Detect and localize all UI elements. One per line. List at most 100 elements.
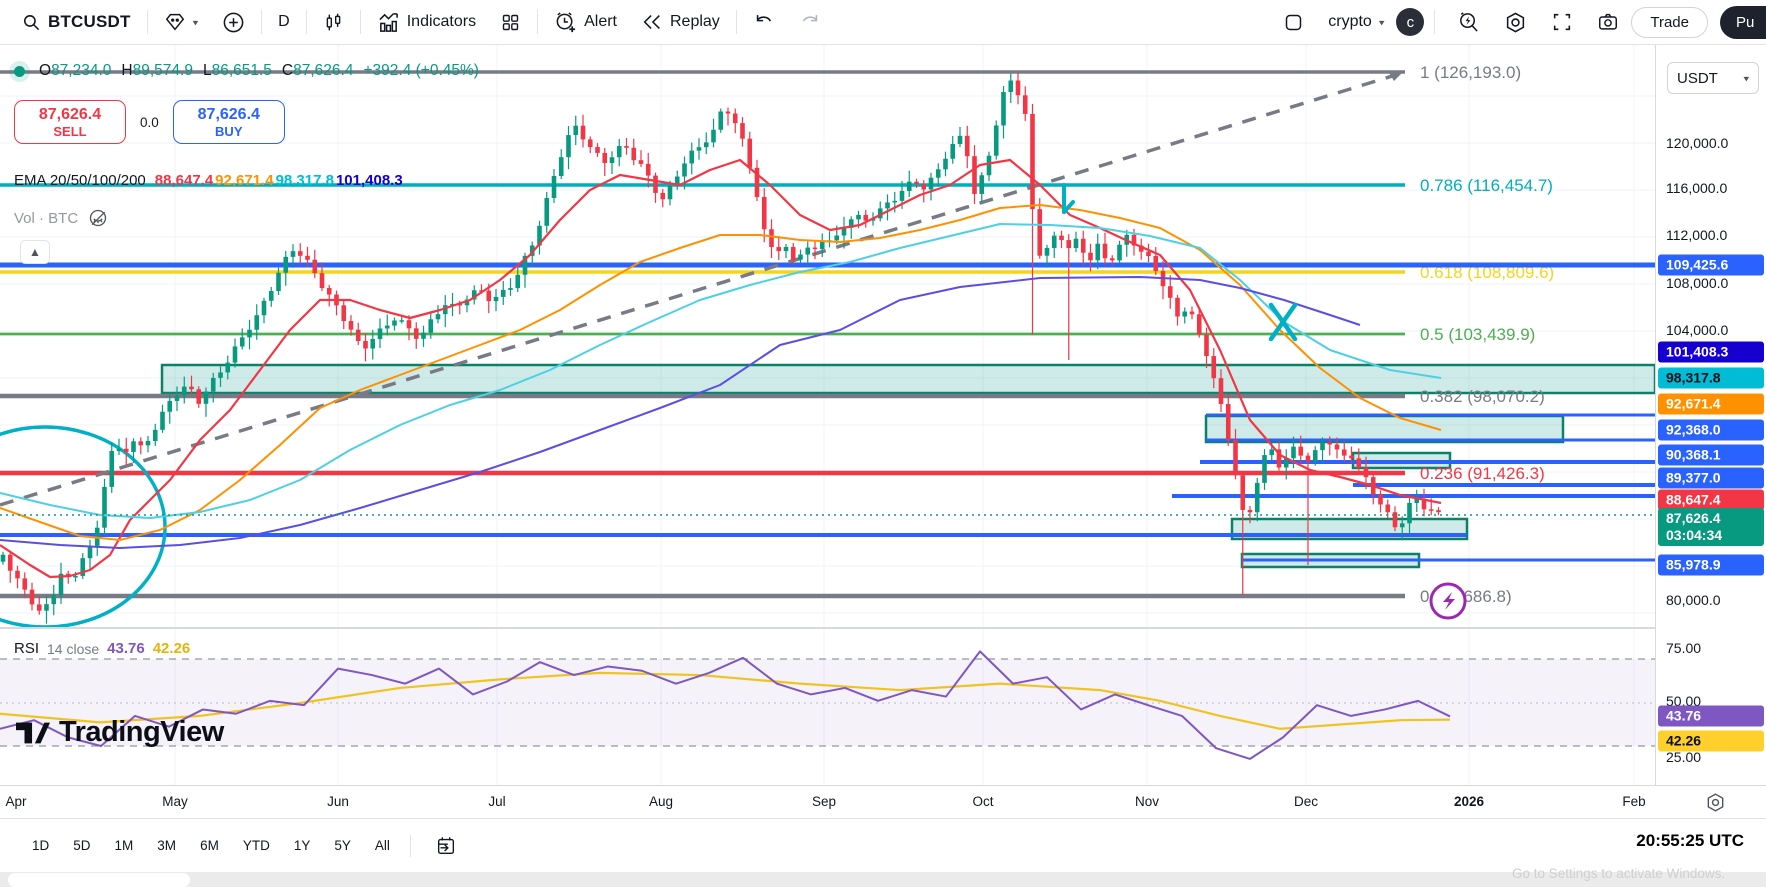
- range-button-1y[interactable]: 1Y: [293, 837, 311, 853]
- chart-style-button[interactable]: [311, 5, 356, 39]
- candlestick-chart[interactable]: 1 (126,193.0) 0.786 (116,454.7) 0.618 (108…: [0, 0, 1655, 785]
- add-symbol-button[interactable]: [210, 5, 257, 39]
- price-label: 85,978.9: [1658, 554, 1764, 576]
- alert-button[interactable]: Alert: [542, 5, 629, 39]
- svg-text:0.5 (103,439.9): 0.5 (103,439.9): [1420, 325, 1535, 344]
- price-axis[interactable]: USDT ▾ 120,000.0 116,000.0 112,000.0 108,00…: [1655, 0, 1766, 785]
- price-label: 43.76: [1658, 705, 1764, 727]
- candles[interactable]: [0, 72, 1441, 624]
- trade-button[interactable]: Trade: [1631, 6, 1708, 38]
- layout-name: crypto: [1328, 13, 1372, 30]
- price-axis-tick: 25.00: [1666, 749, 1702, 765]
- supply-demand-zones[interactable]: [160, 363, 1655, 569]
- settings-button[interactable]: [1492, 5, 1539, 39]
- alert-label: Alert: [584, 13, 617, 30]
- volume-legend-title: Vol · BTC: [14, 209, 79, 227]
- time-axis-month: 2026: [1453, 794, 1485, 809]
- publish-button[interactable]: Pu: [1720, 5, 1766, 39]
- go-to-date-icon[interactable]: [425, 829, 467, 863]
- range-button-5y[interactable]: 5Y: [334, 837, 351, 853]
- chart-drawings[interactable]: [1062, 183, 1467, 620]
- ema-legend-title: EMA 20/50/100/200: [14, 172, 146, 189]
- range-button-3m[interactable]: 3M: [157, 837, 177, 853]
- rsi-pane[interactable]: [0, 627, 1655, 760]
- square-icon: [1283, 12, 1304, 33]
- price-label: 98,317.8: [1658, 367, 1764, 389]
- range-button-1d[interactable]: 1D: [32, 837, 50, 853]
- open-value: 87,234.0: [51, 62, 112, 79]
- rsi-value: 43.76: [107, 640, 145, 657]
- fullscreen-button[interactable]: [1539, 5, 1585, 39]
- lightning-search-icon: [1457, 11, 1480, 34]
- volume-legend: Vol · BTC: [14, 208, 108, 228]
- buy-button[interactable]: 87,626.4 BUY: [172, 100, 285, 144]
- ema-value: 101,408.3: [335, 172, 403, 189]
- price-axis-tick: 50.00: [1666, 693, 1702, 709]
- horizontal-lines[interactable]: [0, 262, 1655, 562]
- interval-label: D: [278, 13, 290, 30]
- activate-windows-subtext: Go to Settings to activate Windows.: [1512, 866, 1726, 881]
- time-axis-month: Jun: [327, 794, 349, 809]
- chevron-down-icon: ▾: [192, 17, 199, 28]
- indicators-label: Indicators: [406, 13, 477, 30]
- diamond-icon: [164, 11, 186, 33]
- change-value: +392.4 (+0.45%): [363, 62, 479, 79]
- redo-button[interactable]: [787, 5, 833, 39]
- time-axis[interactable]: Apr May Jun Jul Aug Sep Oct Nov Dec 2026 Feb: [0, 785, 1766, 818]
- interval-button[interactable]: D: [266, 5, 302, 39]
- replay-button[interactable]: Replay: [629, 5, 732, 39]
- fib-retracement[interactable]: 1 (126,193.0) 0.786 (116,454.7) 0.618 (108…: [0, 63, 1554, 606]
- undo-icon: [753, 11, 775, 33]
- order-buttons: 87,626.4 SELL 0.0 87,626.4 BUY: [14, 100, 285, 144]
- time-axis-month: Oct: [972, 794, 994, 809]
- price-label: 90,368.1: [1658, 444, 1764, 466]
- quick-search-button[interactable]: [1445, 5, 1492, 39]
- compare-symbol-button[interactable]: ▾: [152, 5, 211, 39]
- range-button-6m[interactable]: 6M: [200, 837, 219, 853]
- utc-clock[interactable]: 20:55:25 UTC: [1636, 831, 1744, 850]
- price-axis-tick: 116,000.0: [1666, 180, 1728, 196]
- camera-icon: [1597, 11, 1619, 33]
- axis-settings-gear-icon[interactable]: [1705, 792, 1726, 813]
- time-axis-month: Dec: [1293, 794, 1319, 809]
- symbol-search-button[interactable]: BTCUSDT: [10, 5, 143, 39]
- sell-button[interactable]: 87,626.4 SELL: [14, 100, 126, 144]
- chart-area[interactable]: 1 (126,193.0) 0.786 (116,454.7) 0.618 (108…: [0, 0, 1655, 785]
- bottom-left-pill: [8, 873, 190, 887]
- rsi-legend-params: 14 close: [47, 640, 100, 657]
- low-value: 86,651.5: [211, 62, 272, 79]
- rsi-line: [0, 650, 1451, 760]
- bottom-toolbar: 1D 5D 1M 3M 6M YTD 1Y 5Y All 20:55:25 UTC: [0, 818, 1766, 872]
- range-button-1m[interactable]: 1M: [114, 837, 134, 853]
- price-label: 92,671.4: [1658, 393, 1764, 415]
- grid-icon: [500, 12, 521, 33]
- replay-icon: [641, 11, 663, 33]
- gear-icon: [1504, 11, 1527, 34]
- rsi-legend-title: RSI: [14, 640, 40, 657]
- ema-lines: [0, 158, 1442, 579]
- account-avatar[interactable]: c: [1396, 8, 1425, 36]
- range-button-5d[interactable]: 5D: [73, 837, 91, 853]
- save-layout-button[interactable]: [1271, 5, 1316, 39]
- price-axis-tick: 112,000.0: [1666, 227, 1728, 243]
- dashed-trendline[interactable]: [0, 71, 1403, 507]
- currency-dropdown[interactable]: USDT ▾: [1667, 62, 1759, 94]
- range-button-ytd[interactable]: YTD: [242, 837, 270, 853]
- collapse-pane-button[interactable]: ▲: [20, 240, 50, 264]
- snapshot-button[interactable]: [1585, 5, 1631, 39]
- price-label: 109,425.6: [1658, 254, 1764, 276]
- layout-grid-button[interactable]: [488, 5, 533, 39]
- svg-text:0.618 (108,809.6): 0.618 (108,809.6): [1420, 263, 1554, 282]
- svg-text:0.786 (116,454.7): 0.786 (116,454.7): [1420, 176, 1553, 195]
- undo-button[interactable]: [741, 5, 787, 39]
- range-button-all[interactable]: All: [374, 837, 390, 853]
- ema-value: 98,317.8: [275, 172, 334, 189]
- indicators-button[interactable]: Indicators: [365, 5, 488, 39]
- eye-off-icon[interactable]: [88, 208, 108, 228]
- indicators-icon: [377, 11, 400, 34]
- price-label: 92,368.0: [1658, 419, 1764, 441]
- price-axis-tick: 80,000.0: [1666, 592, 1721, 608]
- layout-name-button[interactable]: crypto ▾: [1316, 5, 1396, 39]
- price-axis-tick: 120,000.0: [1666, 135, 1729, 151]
